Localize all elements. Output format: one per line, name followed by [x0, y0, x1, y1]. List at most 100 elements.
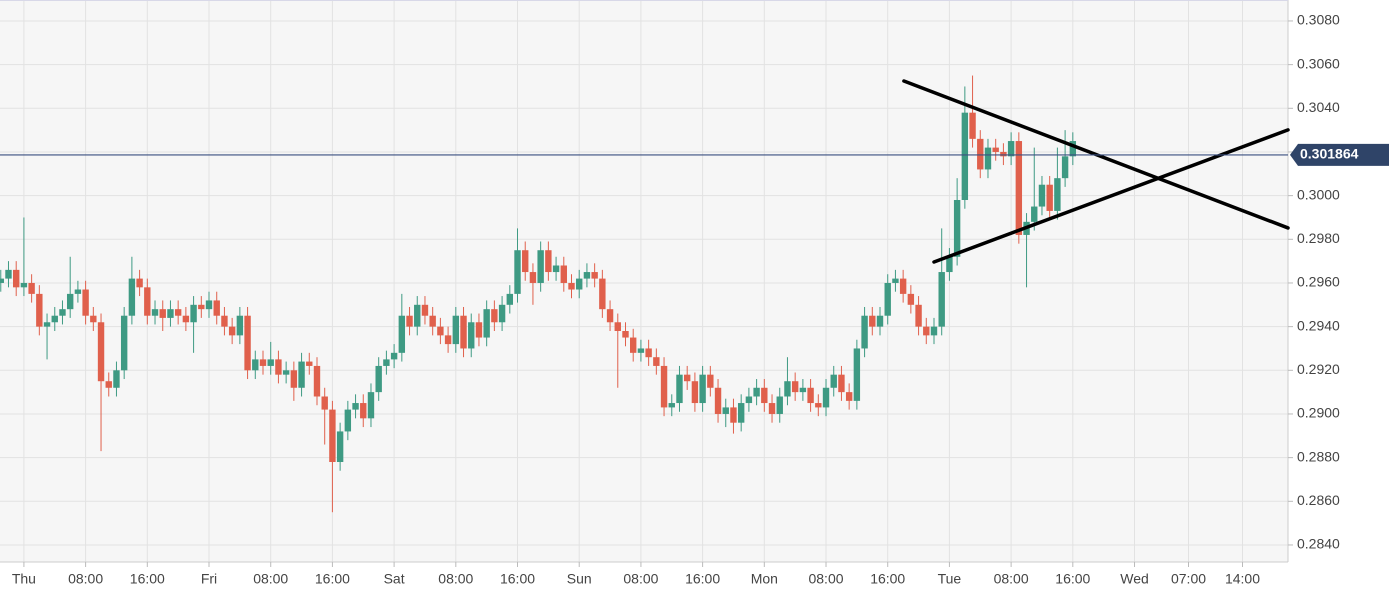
y-tick-label: 0.2880 — [1297, 448, 1340, 464]
candle-body — [390, 352, 398, 360]
candle-body — [838, 374, 845, 393]
candle-body — [992, 147, 999, 152]
candle-body — [159, 309, 166, 318]
candle-body — [329, 409, 336, 463]
candle-body — [529, 272, 537, 283]
candle-body — [28, 282, 35, 294]
candle-body — [583, 272, 591, 279]
candle-body — [822, 387, 830, 408]
plot-area — [0, 0, 1288, 562]
candle-body — [275, 359, 282, 375]
x-tick-label: 16:00 — [870, 571, 905, 587]
y-tick-label: 0.2900 — [1297, 405, 1340, 421]
candle-body — [475, 322, 483, 338]
candle-body — [599, 278, 606, 310]
candle-body — [298, 361, 305, 388]
candle-body — [406, 315, 413, 327]
candle-body — [1069, 141, 1077, 157]
candle-body — [676, 374, 683, 404]
candle-body — [12, 269, 20, 288]
x-tick-label: 08:00 — [623, 571, 658, 587]
candle-body — [622, 330, 629, 338]
candle-body — [444, 335, 452, 345]
candle-body — [506, 293, 514, 305]
candle-body — [74, 289, 82, 294]
candle-body — [799, 387, 807, 393]
x-tick-label: Thu — [12, 571, 36, 587]
candle-body — [568, 282, 575, 290]
candle-body — [190, 304, 197, 323]
candle-body — [398, 315, 406, 353]
candle-body — [876, 315, 884, 327]
x-tick-label: 16:00 — [130, 571, 165, 587]
candle-body — [360, 403, 367, 419]
candle-body — [899, 278, 907, 294]
candle-body — [336, 431, 344, 463]
candle-body — [375, 365, 382, 393]
candle-body — [861, 315, 868, 349]
candle-body — [768, 403, 776, 414]
candle-body — [591, 272, 598, 279]
candle-body — [66, 293, 74, 310]
candle-body — [791, 381, 799, 393]
candle-body — [699, 374, 706, 404]
candle-body — [367, 392, 375, 419]
candle-body — [1015, 141, 1023, 235]
candle-body — [306, 361, 313, 366]
x-tick-label: Fri — [201, 571, 217, 587]
x-tick-label: 07:00 — [1171, 571, 1206, 587]
candle-body — [722, 407, 729, 414]
candle-body — [429, 315, 436, 327]
x-tick-label: 16:00 — [500, 571, 535, 587]
candle-body — [414, 304, 421, 327]
candle-body — [213, 300, 220, 316]
y-tick-label: 0.2840 — [1297, 536, 1340, 552]
candle-body — [1007, 141, 1015, 157]
candle-body — [745, 396, 753, 404]
candle-body — [946, 256, 953, 273]
candle-body — [36, 293, 43, 327]
candle-body — [545, 250, 552, 273]
candle-body — [151, 309, 159, 316]
candle-body — [105, 381, 112, 388]
candle-body — [120, 315, 128, 371]
candle-body — [514, 250, 521, 294]
x-tick-label: 08:00 — [994, 571, 1029, 587]
candle-body — [961, 112, 969, 200]
candle-body — [984, 147, 992, 170]
candle-body — [930, 326, 938, 336]
candle-body — [290, 370, 298, 388]
candle-body — [853, 348, 861, 401]
candle-body — [43, 322, 51, 327]
candle-body — [82, 289, 89, 316]
candle-body — [761, 387, 768, 404]
candle-body — [182, 315, 190, 323]
candle-body — [5, 269, 12, 279]
candle-body — [321, 396, 328, 410]
y-tick-label: 0.3080 — [1297, 12, 1340, 28]
candle-body — [205, 300, 213, 310]
candle-body — [830, 374, 837, 388]
x-tick-label: 16:00 — [315, 571, 350, 587]
candle-body — [236, 315, 244, 336]
y-tick-label: 0.3000 — [1297, 186, 1340, 202]
candle-body — [282, 370, 290, 375]
candle-body — [645, 348, 652, 358]
candle-body — [460, 315, 467, 349]
candle-body — [259, 359, 267, 366]
candle-body — [113, 370, 120, 388]
candle-body — [637, 348, 645, 353]
candle-body — [730, 407, 737, 423]
candle-body — [653, 357, 660, 366]
candle-body — [560, 265, 567, 283]
candle-body — [383, 359, 390, 366]
candle-body — [244, 315, 251, 371]
candle-body — [953, 199, 961, 257]
candle-body — [167, 309, 174, 318]
candle-body — [892, 278, 899, 283]
last-price-label: 0.301864 — [1300, 146, 1359, 162]
x-tick-label: 08:00 — [438, 571, 473, 587]
candle-body — [576, 278, 583, 290]
candle-body — [552, 265, 560, 273]
candle-body — [668, 403, 675, 408]
